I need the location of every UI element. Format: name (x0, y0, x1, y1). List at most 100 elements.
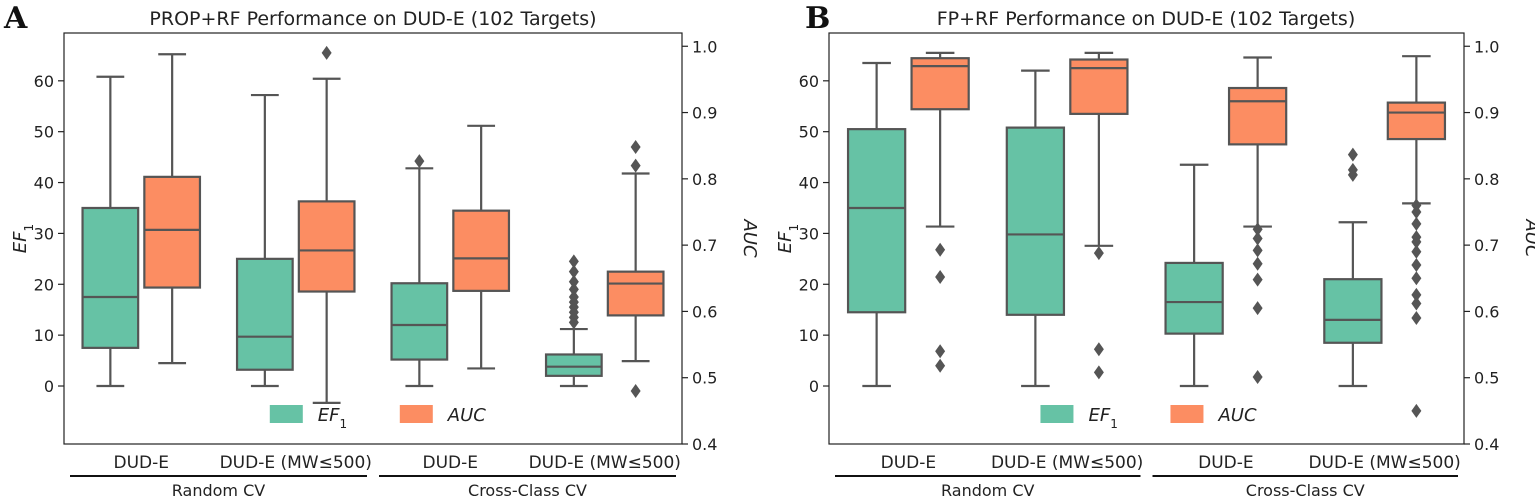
outlier-point (568, 274, 579, 289)
outlier-point (1252, 256, 1263, 271)
box-ef1-2 (235, 93, 294, 388)
box-iqr (1323, 278, 1383, 344)
box-iqr (143, 175, 202, 289)
box-ef1-2 (1005, 69, 1066, 388)
x-category-label: DUD-E (MW≤500) (1308, 453, 1460, 473)
y-right-tick-label: 0.9 (1474, 104, 1499, 123)
outlier-point (935, 242, 946, 257)
x-group-label: Random CV (941, 481, 1035, 500)
plot-frame (63, 32, 683, 445)
box-auc-2 (297, 45, 356, 404)
outlier-point (1411, 230, 1422, 245)
box-iqr (1164, 261, 1224, 335)
legend-swatch-auc (399, 405, 433, 423)
outlier-point (1411, 271, 1422, 286)
y-right-tick-label: 0.4 (692, 435, 717, 454)
legend-swatch-ef1 (269, 405, 303, 423)
y-left-tick-label: 0 (809, 377, 819, 396)
outlier-point (1411, 244, 1422, 259)
outlier-point (630, 383, 641, 398)
box-auc-1 (143, 53, 202, 365)
legend-label-auc: AUC (1217, 405, 1256, 426)
box-auc-1 (910, 51, 970, 373)
outlier-point (568, 289, 579, 304)
outlier-point (321, 45, 332, 60)
y-right-tick-label: 0.8 (1474, 170, 1499, 189)
y-right-tick-label: 1.0 (692, 37, 717, 56)
box-iqr (1386, 101, 1447, 141)
box-auc-2 (1069, 51, 1129, 380)
x-group-label: Cross-Class CV (468, 481, 587, 500)
box-iqr (390, 282, 449, 361)
chart-title: FP+RF Performance on DUD-E (102 Targets) (937, 8, 1356, 30)
y-left-axis-label: EF1 (775, 224, 801, 253)
box-iqr (544, 353, 603, 377)
box-iqr (846, 128, 907, 314)
x-category-label: DUD-E (114, 453, 170, 473)
y-right-axis-label: AUC (739, 218, 760, 257)
x-category-label: DUD-E (423, 453, 479, 473)
y-left-tick-label: 30 (34, 224, 54, 243)
box-ef1-3 (390, 154, 449, 388)
legend-label-auc: AUC (447, 405, 486, 426)
y-right-tick-label: 0.7 (1474, 236, 1499, 255)
outlier-point (1411, 198, 1422, 213)
x-group-label: Cross-Class CV (1246, 481, 1365, 500)
outlier-point (568, 264, 579, 279)
y-right-tick-label: 0.8 (692, 170, 717, 189)
outlier-point (1252, 272, 1263, 287)
legend-swatch-auc (1170, 405, 1204, 423)
y-left-tick-label: 10 (799, 326, 819, 345)
y-left-tick-label: 40 (34, 174, 54, 193)
box-ef1-4 (544, 254, 603, 388)
outlier-point (1411, 216, 1422, 231)
legend: EF1 AUC (269, 405, 486, 431)
chart-title: PROP+RF Performance on DUD-E (102 Target… (149, 8, 596, 30)
y-left-tick-label: 0 (44, 377, 54, 396)
box-auc-4 (1386, 55, 1447, 418)
y-left-tick-label: 10 (34, 326, 54, 345)
outlier-point (1411, 258, 1422, 273)
outlier-point (1093, 365, 1104, 380)
outlier-point (1252, 243, 1263, 258)
box-iqr (606, 270, 665, 317)
box-ef1-3 (1164, 163, 1224, 388)
box-ef1-1 (846, 61, 907, 388)
outlier-point (935, 269, 946, 284)
x-category-label: DUD-E (MW≤500) (529, 453, 681, 473)
y-left-tick-label: 50 (34, 123, 54, 142)
box-ef1-1 (81, 75, 140, 388)
x-category-label: DUD-E (881, 453, 937, 473)
y-right-tick-label: 0.7 (692, 236, 717, 255)
legend-swatch-ef1 (1040, 405, 1074, 423)
y-right-tick-label: 0.9 (692, 104, 717, 123)
legend: EF1 AUC (1040, 405, 1257, 431)
panel-letter: A (3, 1, 28, 36)
y-right-tick-label: 0.5 (1474, 369, 1499, 388)
y-right-tick-label: 0.6 (1474, 302, 1499, 321)
x-category-label: DUD-E (MW≤500) (991, 453, 1143, 473)
y-left-tick-label: 40 (799, 174, 819, 193)
outlier-point (568, 282, 579, 297)
box-iqr (1005, 126, 1066, 316)
outlier-point (1411, 311, 1422, 326)
outlier-point (1411, 296, 1422, 311)
box-iqr (235, 257, 294, 371)
y-left-tick-label: 30 (799, 224, 819, 243)
box-iqr (452, 209, 511, 292)
plot-frame (828, 32, 1465, 445)
box-ef1-4 (1323, 147, 1383, 388)
box-auc-3 (1227, 56, 1288, 385)
legend-label-ef1: EF1 (318, 405, 347, 431)
outlier-point (1093, 246, 1104, 261)
outlier-point (630, 140, 641, 155)
box-auc-3 (452, 124, 511, 370)
box-iqr (297, 200, 356, 293)
legend-label-ef1: EF1 (1088, 405, 1117, 431)
box-auc-4 (606, 140, 665, 398)
outlier-point (1347, 162, 1358, 177)
box-iqr (81, 206, 140, 349)
y-left-tick-label: 60 (799, 72, 819, 91)
y-right-tick-label: 0.5 (692, 369, 717, 388)
